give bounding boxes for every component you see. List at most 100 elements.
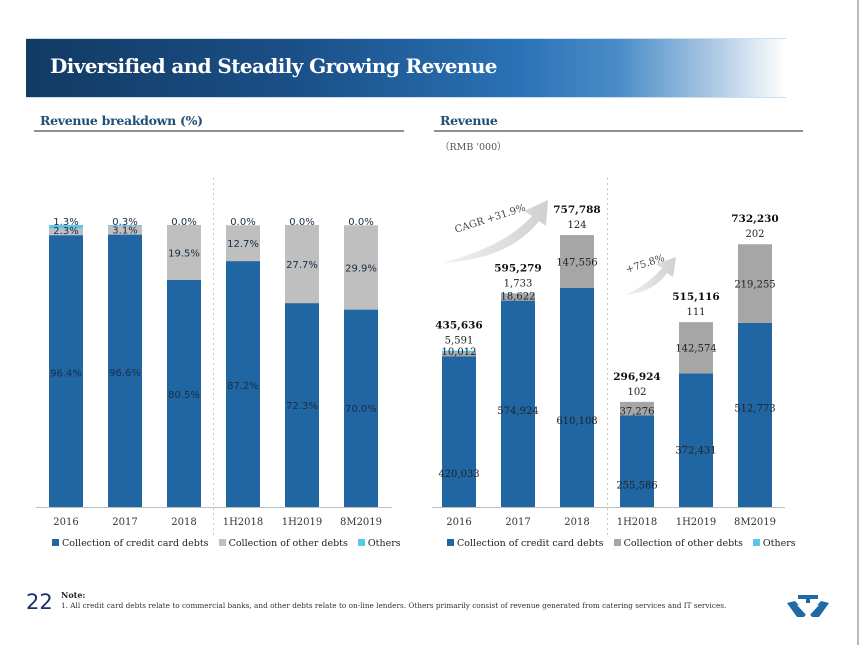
data-label-credit-card: 96.4% xyxy=(50,369,82,380)
data-label-credit-card: 80.5% xyxy=(168,390,200,401)
bar-segment-credit-card xyxy=(344,309,378,507)
data-label-other-debts: 29.9% xyxy=(345,263,377,274)
legend-swatch-other-debts xyxy=(613,539,621,546)
data-label-others: 1.3% xyxy=(53,217,78,228)
data-label-credit-card: 72.3% xyxy=(286,401,318,412)
bar-segment-other-debts xyxy=(285,225,319,304)
cagr-arrow-icon xyxy=(443,200,548,263)
data-label-total: 732,230 xyxy=(731,213,779,225)
company-logo-icon xyxy=(787,595,829,617)
right-legend: Collection of credit card debts Collecti… xyxy=(447,538,803,549)
legend-swatch-others xyxy=(357,539,365,546)
left-section-title: Revenue breakdown (%) xyxy=(40,113,203,128)
data-label-others: 202 xyxy=(745,229,764,240)
data-label-others: 0.0% xyxy=(230,217,255,228)
x-tick-label: 2016 xyxy=(446,517,471,528)
data-label-others: 0.0% xyxy=(171,217,196,228)
bar-segment-other-debts xyxy=(344,225,378,310)
x-tick-label: 2018 xyxy=(564,517,589,528)
bar-segment-credit-card xyxy=(167,279,201,507)
bar-segment-others xyxy=(442,350,476,353)
data-label-total: 515,116 xyxy=(672,291,720,303)
legend-label: Collection of other debts xyxy=(623,538,743,549)
bar-segment-credit-card xyxy=(285,303,319,507)
bar-segment-credit-card xyxy=(560,288,594,507)
bar-segment-other-debts xyxy=(501,293,535,301)
bar-segment-credit-card xyxy=(442,356,476,507)
right-section-title: Revenue xyxy=(440,113,498,128)
revenue-breakdown-chart: 2016 96.4% 2.3%1.3% 2017 96.6% 3.1%0.3% 2018 80… xyxy=(36,178,392,535)
bar-segment-credit-card xyxy=(679,373,713,507)
unit-label: （RMB '000） xyxy=(440,142,507,153)
bar-segment-other-debts xyxy=(738,244,772,323)
legend-item-credit-card: Collection of credit card debts xyxy=(52,538,209,549)
data-label-other-debts: 10,012 xyxy=(442,347,477,358)
data-label-other-debts: 19.5% xyxy=(168,248,200,259)
legend-swatch-credit-card xyxy=(52,539,59,546)
x-tick-label: 1H2018 xyxy=(223,517,264,528)
data-label-credit-card: 610,108 xyxy=(556,416,597,427)
data-label-credit-card: 96.6% xyxy=(109,368,141,379)
legend-label: Collection of credit card debts xyxy=(457,538,604,549)
x-tick-label: 8M2019 xyxy=(734,517,776,528)
data-label-other-debts: 3.1% xyxy=(112,226,137,237)
bar-segment-credit-card xyxy=(226,261,260,507)
data-label-credit-card: 372,431 xyxy=(675,446,716,457)
data-label-other-debts: 27.7% xyxy=(286,260,318,271)
data-label-other-debts: 18,622 xyxy=(501,292,536,303)
x-tick-label: 2017 xyxy=(112,517,137,528)
data-label-others: 0.0% xyxy=(289,217,314,228)
legend-item-others: Others xyxy=(357,538,401,549)
legend-item-other-debts: Collection of other debts xyxy=(613,538,743,549)
bar-segment-credit-card xyxy=(501,300,535,507)
data-label-other-debts: 2.3% xyxy=(53,226,78,237)
legend-label: Collection of other debts xyxy=(228,538,348,549)
note-title: Note: xyxy=(61,590,86,600)
x-tick-label: 2016 xyxy=(53,517,78,528)
x-tick-label: 2017 xyxy=(505,517,530,528)
data-label-credit-card: 255,586 xyxy=(616,481,657,492)
legend-item-others: Others xyxy=(752,538,796,549)
bar-segment-other-debts xyxy=(226,225,260,262)
bar-segment-credit-card xyxy=(738,322,772,507)
data-label-credit-card: 574,924 xyxy=(497,406,538,417)
bar-segment-others xyxy=(501,293,535,294)
legend-label: Others xyxy=(762,538,796,549)
x-tick-label: 1H2019 xyxy=(282,517,323,528)
bar-segment-credit-card xyxy=(620,415,654,507)
legend-item-other-debts: Collection of other debts xyxy=(218,538,348,549)
bar-segment-other-debts xyxy=(679,322,713,374)
x-tick-label: 1H2019 xyxy=(676,517,717,528)
bar-segment-other-debts xyxy=(620,401,654,416)
x-tick-label: 8M2019 xyxy=(340,517,382,528)
data-label-other-debts: 147,556 xyxy=(556,258,597,269)
data-label-others: 102 xyxy=(627,387,646,398)
data-label-other-debts: 142,574 xyxy=(675,344,716,355)
bar-segment-other-debts xyxy=(108,225,142,235)
data-label-credit-card: 420,033 xyxy=(438,469,479,480)
left-section-divider xyxy=(34,130,404,132)
page-title: Diversified and Steadily Growing Revenue xyxy=(50,54,497,78)
data-label-others: 0.3% xyxy=(112,217,137,228)
bar-segment-credit-card xyxy=(49,235,83,507)
data-label-credit-card: 512,773 xyxy=(734,403,775,414)
bar-segment-other-debts xyxy=(167,225,201,280)
legend-swatch-others xyxy=(752,539,760,546)
legend-item-credit-card: Collection of credit card debts xyxy=(447,538,604,549)
growth-arrow-icon xyxy=(625,257,676,295)
data-label-total: 435,636 xyxy=(435,320,483,332)
bar-segment-other-debts xyxy=(49,228,83,236)
bar-segment-others xyxy=(108,225,142,226)
legend-label: Collection of credit card debts xyxy=(62,538,209,549)
bar-segment-other-debts xyxy=(560,235,594,289)
data-label-credit-card: 70.0% xyxy=(345,404,377,415)
data-label-total: 757,788 xyxy=(553,204,601,216)
bar-segment-others xyxy=(49,225,83,229)
x-tick-label: 1H2018 xyxy=(617,517,658,528)
bar-segment-credit-card xyxy=(108,234,142,507)
data-label-credit-card: 87.2% xyxy=(227,381,259,392)
data-label-other-debts: 12.7% xyxy=(227,239,259,250)
legend-swatch-other-debts xyxy=(218,539,226,546)
left-legend: Collection of credit card debts Collecti… xyxy=(52,538,408,549)
data-label-other-debts: 37,276 xyxy=(620,406,655,417)
